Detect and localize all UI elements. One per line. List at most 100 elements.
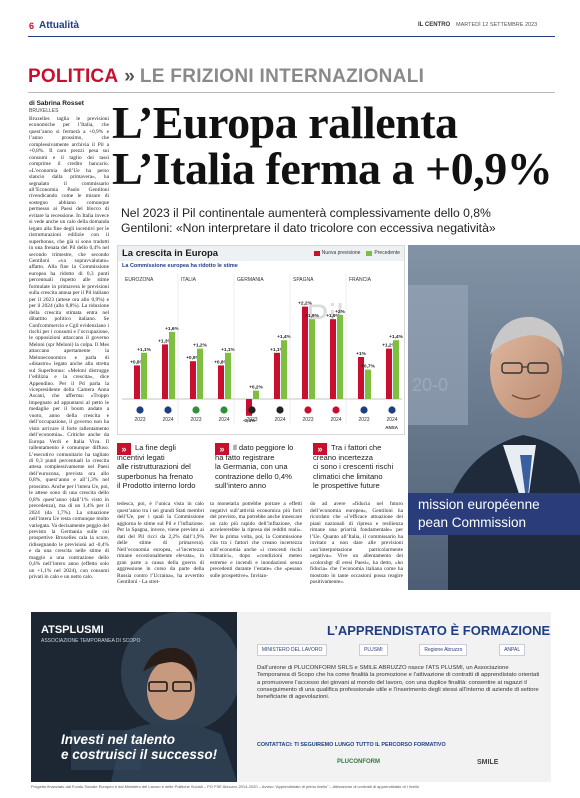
chart-year-label: 2023	[246, 417, 257, 423]
highlight-line: climatici che limitano	[313, 471, 383, 481]
chart-bar	[274, 352, 280, 399]
page-number: 6	[29, 21, 35, 31]
chart-data-label: +0,9%	[186, 355, 200, 361]
partner-logo: PLUSMI	[359, 644, 388, 656]
legend-new: Nuova previsione	[313, 250, 360, 256]
chart-category-label: GERMANIA	[237, 277, 264, 283]
highlight-marker-icon: »	[215, 443, 229, 455]
chart-data-label: +1,1%	[137, 347, 151, 353]
chart-bar	[141, 352, 147, 399]
chart-data-label: +1,9%	[326, 313, 340, 319]
chart-data-label: +0,7%	[361, 364, 375, 370]
commission-banner: mission européenne pean Commission	[408, 493, 580, 535]
chart-plot: PilEUROZONA+0,8%+1,1%2023+1,3%+1,6%2024I…	[122, 274, 404, 424]
chart-data-label: -0,4%	[243, 418, 256, 424]
chart-data-label: +1%	[356, 351, 366, 357]
partner-logo: Regione Abruzzo	[419, 644, 468, 656]
chart-bar	[330, 319, 336, 399]
headline: L’Europa rallenta L’Italia ferma a +0,9%	[112, 100, 560, 192]
chart-bar	[302, 306, 308, 399]
chart-data-label: +1,2%	[193, 343, 207, 349]
highlight-line: il Prodotto interno lordo	[117, 481, 196, 491]
highlight-line: le prospettive future	[313, 481, 380, 491]
issue-date: MARTEDÌ 12 SETTEMBRE 2023	[456, 22, 538, 28]
chart-year-label: 2024	[386, 417, 397, 423]
ad-body: Dall’unione di PLUCONFORM SRLS e SMILE A…	[257, 665, 540, 701]
legend-old-label: Precedente	[374, 250, 400, 256]
highlight-line: alle ristrutturazioni del	[117, 462, 191, 472]
chart-data-label: +1,9%	[305, 313, 319, 319]
chart-subtitle: La Commissione europea ha ridotto le sti…	[122, 263, 238, 269]
chart-data-label: +0,8%	[130, 359, 144, 365]
highlight-line: La fine degli	[135, 443, 176, 452]
chart-data-label: +1,2%	[382, 343, 396, 349]
banner-line-1: mission européenne	[418, 497, 540, 512]
kicker-sub: LE FRIZIONI INTERNAZIONALI	[139, 66, 425, 87]
ad-slogan-line-1: Investi nel talento	[61, 732, 176, 747]
section-label: Attualità	[39, 20, 79, 31]
chart-year-label: 2023	[302, 417, 313, 423]
highlight-line: superbonus ha frenato	[117, 471, 193, 481]
chart-bar	[358, 357, 364, 399]
advertisement[interactable]: ATSPLUSMI ASSOCIAZIONE TEMPORANEA DI SCO…	[31, 612, 551, 782]
ad-funding-note: Progetto finanziato dal Fondo Sociale Eu…	[31, 784, 419, 789]
chart-year-label: 2023	[358, 417, 369, 423]
article-left-column: Bruxelles taglia le previsioni economich…	[29, 116, 109, 581]
chart-bar	[225, 352, 231, 399]
country-flag-icon	[332, 406, 340, 414]
highlight-line: la Germania, con una	[215, 462, 288, 472]
kicker-arrow-icon: »	[124, 66, 135, 87]
gentiloni-photo: 20-0 mission européenne pean Commission	[408, 245, 580, 590]
chart-data-label: +1,3%	[158, 338, 172, 344]
chart-data-label: +0,8%	[214, 359, 228, 365]
chart-bar	[365, 369, 371, 399]
kicker-rule	[28, 92, 555, 93]
country-flag-icon	[248, 406, 256, 414]
country-flag-icon	[360, 406, 368, 414]
chart-data-label: +1,1%	[221, 347, 235, 353]
highlight-text: La fine degli incentivi legati alle rist…	[117, 443, 196, 491]
chart-data-label: +1,4%	[277, 334, 291, 340]
chart-bar	[309, 319, 315, 399]
chart-bar	[134, 365, 140, 399]
chart-data-label: +2%	[335, 309, 345, 315]
chart-data-label: +1,1%	[270, 347, 284, 353]
highlight-line: sull’intero anno	[215, 481, 267, 491]
highlight-line: ci sono i crescenti rischi	[313, 462, 394, 472]
article-column-4: do ad avere «fiducia nel futuro dell’eco…	[310, 501, 403, 585]
ad-logo-subtitle: ASSOCIAZIONE TEMPORANEA DI SCOPO	[41, 638, 141, 644]
chart-bar	[386, 348, 392, 399]
chart-category-label: EUROZONA	[125, 277, 154, 283]
chart-bar	[190, 361, 196, 399]
chart-bar	[253, 390, 259, 399]
paper-name: IL CENTRO	[418, 22, 451, 28]
pluconform-logo: PLUCONFORM	[337, 759, 380, 765]
chart-data-label: +2,2%	[298, 301, 312, 307]
headline-line-2: L’Italia ferma a +0,9%	[112, 143, 553, 194]
dateline-place: BRUXELLES	[29, 108, 59, 114]
section-kicker: POLITICA » LE FRIZIONI INTERNAZIONALI	[28, 66, 424, 88]
headline-line-1: L’Europa rallenta	[112, 97, 458, 148]
highlight-text: Il dato peggiore lo ha fatto registrare …	[215, 443, 293, 491]
smile-logo: SMILE	[477, 759, 499, 766]
partner-logo: MINISTERO DEL LAVORO	[256, 644, 328, 656]
ad-partner-logos: MINISTERO DEL LAVORO PLUSMI Regione Abru…	[241, 640, 541, 660]
highlight-line: contrazione dello 0,4%	[215, 471, 292, 481]
chart-bar	[281, 340, 287, 399]
chart-year-label: 2024	[274, 417, 285, 423]
header-rule	[28, 36, 555, 37]
highlight-3: » Tra i fattori che creano incertezza ci…	[313, 443, 409, 501]
country-flag-icon	[388, 406, 396, 414]
deck: Nel 2023 il Pil continentale aumenterà c…	[121, 206, 561, 236]
country-flag-icon	[220, 406, 228, 414]
chart-category-label: ITALIA	[181, 277, 197, 283]
chart-bar	[393, 340, 399, 399]
ad-slogan-line-2: e costruisci il successo!	[61, 747, 218, 762]
chart-category-label: FRANCIA	[349, 277, 372, 283]
photo-illustration	[408, 245, 580, 590]
banner-line-2: pean Commission	[418, 515, 527, 530]
ad-logo: ATSPLUSMI	[41, 624, 104, 636]
highlight-text: Tra i fattori che creano incertezza ci s…	[313, 443, 393, 491]
highlight-line: incentivi legati	[117, 452, 165, 462]
ad-cta[interactable]: CONTATTACI: TI SEGUIREMO LUNGO TUTTO IL …	[257, 742, 446, 748]
